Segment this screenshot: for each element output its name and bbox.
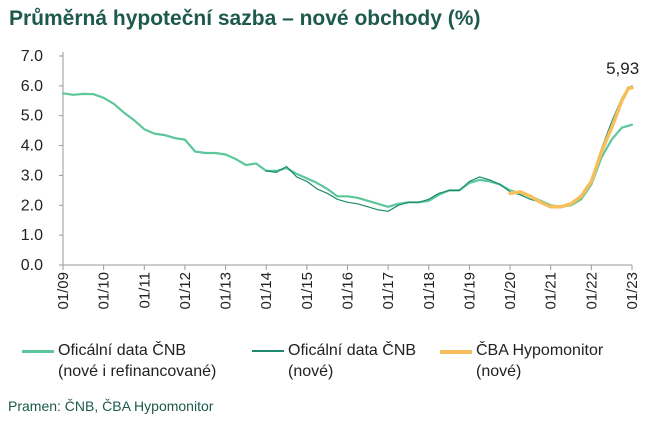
x-tick-label: 01/20 [502,272,519,310]
chart-series [61,85,634,212]
y-tick-label: 5.0 [21,108,43,125]
chart-title: Průměrná hypoteční sazba – nové obchody … [9,7,481,30]
x-tick-label: 01/10 [96,272,113,310]
legend-label: Oficální data ČNB (nové) [288,342,417,380]
x-tick-label: 01/09 [55,272,72,310]
line-chart: 0.0 1.0 2.0 3.0 4.0 5.0 6.0 7.0 01/09 01/10 01/11 0… [21,48,641,310]
y-tick-label: 6.0 [21,78,43,95]
x-tick-label: 01/11 [136,272,153,308]
x-tick-label: 01/12 [177,272,194,310]
x-tick-label: 01/23 [624,272,641,310]
x-tick-label: 01/16 [340,272,357,310]
value-annotation: 5,93 [606,59,639,78]
x-tick-label: 01/15 [299,272,316,310]
series-line-cba [508,86,634,209]
x-tick-label: 01/17 [380,272,397,310]
x-tick-label: 01/13 [218,272,235,310]
legend-label: ČBA Hypomonitor (nové) [476,342,604,380]
x-tick-label: 01/14 [258,272,275,310]
y-tick-label: 7.0 [21,48,43,65]
y-tick-label: 1.0 [21,227,43,244]
legend-item-cba: ČBA Hypomonitor (nové) [440,340,603,382]
chart-axes: 0.0 1.0 2.0 3.0 4.0 5.0 6.0 7.0 01/09 01/10 01/11 0… [21,48,641,310]
x-tick-label: 01/18 [421,272,438,310]
y-tick-label: 4.0 [21,138,43,155]
y-tick-label: 3.0 [21,167,43,184]
series-line-cnb-new [265,85,633,212]
x-tick-label: 01/21 [543,272,560,310]
legend-label: Oficální data ČNB (nové i refinancované) [58,342,217,380]
x-tick-label: 01/22 [583,272,600,310]
legend-item-cnb-new: Oficální data ČNB (nové) [252,340,416,382]
x-tick-label: 01/19 [461,272,478,310]
legend-swatch [440,350,472,354]
series-line-cnb-all [61,92,634,208]
chart-annotations: 5,93 [606,59,639,78]
legend-swatch [22,350,54,353]
source-note: Pramen: ČNB, ČBA Hypomonitor [8,398,214,414]
y-tick-label: 2.0 [21,197,43,214]
y-tick-label: 0.0 [21,257,43,274]
legend-swatch [252,350,284,352]
chart-legend: Oficální data ČNB (nové i refinancované)… [0,340,649,396]
legend-item-cnb-all: Oficální data ČNB (nové i refinancované) [22,340,216,382]
